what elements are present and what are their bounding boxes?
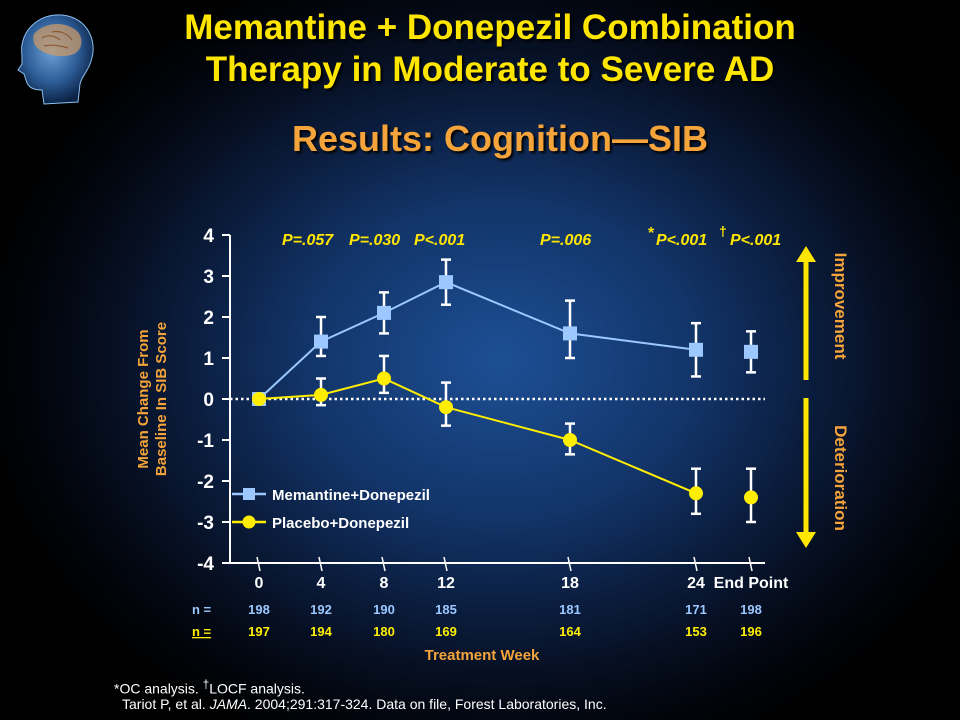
data-point-placebo <box>744 490 758 505</box>
n-memantine-value: 192 <box>310 602 332 617</box>
y-tick-label: 0 <box>203 390 214 411</box>
sample-size-rows: n = n = 198 197 192 194 190 180 185 169 181 164 17… <box>192 602 762 639</box>
x-tick-mark <box>748 556 753 572</box>
x-tick-mark <box>256 556 261 572</box>
x-tick-label: 8 <box>380 575 389 592</box>
n-label-memantine: n = <box>192 602 212 617</box>
axes: 4 3 2 1 0 -1 -2 -3 -4 0 4 8 12 18 24 End Point <box>197 226 789 592</box>
title-line-1: Memantine + Donepezil Combination <box>184 8 796 47</box>
x-axis-title: Treatment Week <box>425 647 540 664</box>
x-tick-mark <box>381 556 386 572</box>
p-value-week12: P<.001 <box>414 232 465 249</box>
data-point-memantine <box>744 344 758 359</box>
series-placebo <box>252 354 758 524</box>
p-value-week18: P=.006 <box>540 232 591 249</box>
p-value-week24: P<.001 <box>656 232 707 249</box>
citation-author: Tariot P, et al. <box>122 696 210 712</box>
n-memantine-value: 171 <box>685 602 707 617</box>
brain-head-icon <box>17 14 94 105</box>
legend-placebo-marker <box>242 515 256 529</box>
p-value-week4: P=.057 <box>282 232 334 249</box>
p-value-week24-marker: * <box>648 225 655 242</box>
n-placebo-value: 153 <box>685 624 707 639</box>
legend-memantine-label: Memantine+Donepezil <box>272 487 430 504</box>
data-point-placebo <box>377 371 391 386</box>
y-tick-label: -2 <box>197 472 214 493</box>
title-line-2: Therapy in Moderate to Severe AD <box>205 50 775 89</box>
n-placebo-value: 194 <box>310 624 332 639</box>
footnote-citation: Tariot P, et al. JAMA. 2004;291:317-324.… <box>122 696 607 712</box>
data-point-memantine <box>689 342 703 357</box>
footnote-analysis: *OC analysis. †LOCF analysis. <box>114 678 305 697</box>
y-axis-title: Mean Change From Baseline In SIB Score <box>135 322 170 476</box>
x-tick-mark <box>443 556 448 572</box>
n-label-placebo: n = <box>192 624 212 639</box>
y-axis-title-line-1: Mean Change From <box>135 329 152 468</box>
data-point-memantine <box>563 326 577 341</box>
footnote-dagger: † <box>202 678 210 691</box>
n-placebo-value: 196 <box>740 624 762 639</box>
series <box>252 258 758 524</box>
y-tick-label: -4 <box>197 554 214 575</box>
n-placebo-value: 169 <box>435 624 457 639</box>
series-line <box>258 377 697 495</box>
y-tick-label: 1 <box>203 349 214 370</box>
data-point-placebo <box>252 392 266 406</box>
x-tick-label: 24 <box>687 575 705 592</box>
x-tick-mark <box>693 556 698 572</box>
data-point-memantine <box>314 334 328 349</box>
data-point-placebo <box>314 387 328 402</box>
x-tick-mark <box>318 556 323 572</box>
p-value-annotations: P=.057 P=.030 P<.001 P=.006 * P<.001 † P… <box>282 223 781 249</box>
direction-arrows: Improvement Deterioration <box>796 246 850 548</box>
n-memantine-value: 190 <box>373 602 395 617</box>
n-memantine-value: 185 <box>435 602 457 617</box>
legend: Memantine+Donepezil Placebo+Donepezil <box>232 487 430 532</box>
x-tick-label: 4 <box>317 575 326 592</box>
n-memantine-value: 198 <box>740 602 762 617</box>
n-memantine-value: 198 <box>248 602 270 617</box>
y-tick-label: -3 <box>197 513 214 534</box>
x-tick-label: End Point <box>714 575 789 592</box>
data-point-placebo <box>563 433 577 447</box>
y-tick-label: 2 <box>203 308 214 329</box>
data-point-placebo <box>439 400 453 415</box>
legend-placebo-label: Placebo+Donepezil <box>272 515 409 532</box>
p-value-endpoint-marker: † <box>719 223 727 239</box>
deterioration-arrow-head <box>796 532 816 548</box>
data-point-placebo <box>689 486 703 501</box>
y-tick-label: 4 <box>203 226 214 247</box>
deterioration-label: Deterioration <box>831 425 850 531</box>
p-value-endpoint: P<.001 <box>730 232 781 249</box>
subtitle: Results: Cognition—SIB <box>292 118 708 159</box>
x-tick-mark <box>567 556 572 572</box>
n-memantine-value: 181 <box>559 602 581 617</box>
x-tick-label: 12 <box>437 575 455 592</box>
footnote-locf: LOCF analysis. <box>209 680 305 697</box>
series-memantine <box>252 258 758 406</box>
improvement-arrow-head <box>796 246 816 262</box>
citation-rest: . 2004;291:317-324. Data on file, Forest… <box>247 696 607 712</box>
x-tick-label: 18 <box>561 575 579 592</box>
improvement-label: Improvement <box>831 253 850 360</box>
x-tick-label: 0 <box>255 575 264 592</box>
y-tick-label: -1 <box>197 431 214 452</box>
data-point-memantine <box>377 305 391 320</box>
legend-memantine-marker <box>243 488 255 500</box>
y-tick-label: 3 <box>203 267 214 288</box>
n-placebo-value: 164 <box>559 624 581 639</box>
n-placebo-value: 197 <box>248 624 270 639</box>
citation-journal: JAMA <box>209 696 248 712</box>
p-value-week8: P=.030 <box>349 232 400 249</box>
series-line <box>258 281 697 400</box>
footnote-oc: *OC analysis. <box>114 680 203 697</box>
n-placebo-value: 180 <box>373 624 395 639</box>
data-point-memantine <box>439 275 453 290</box>
y-axis-title-line-2: Baseline In SIB Score <box>153 322 170 476</box>
